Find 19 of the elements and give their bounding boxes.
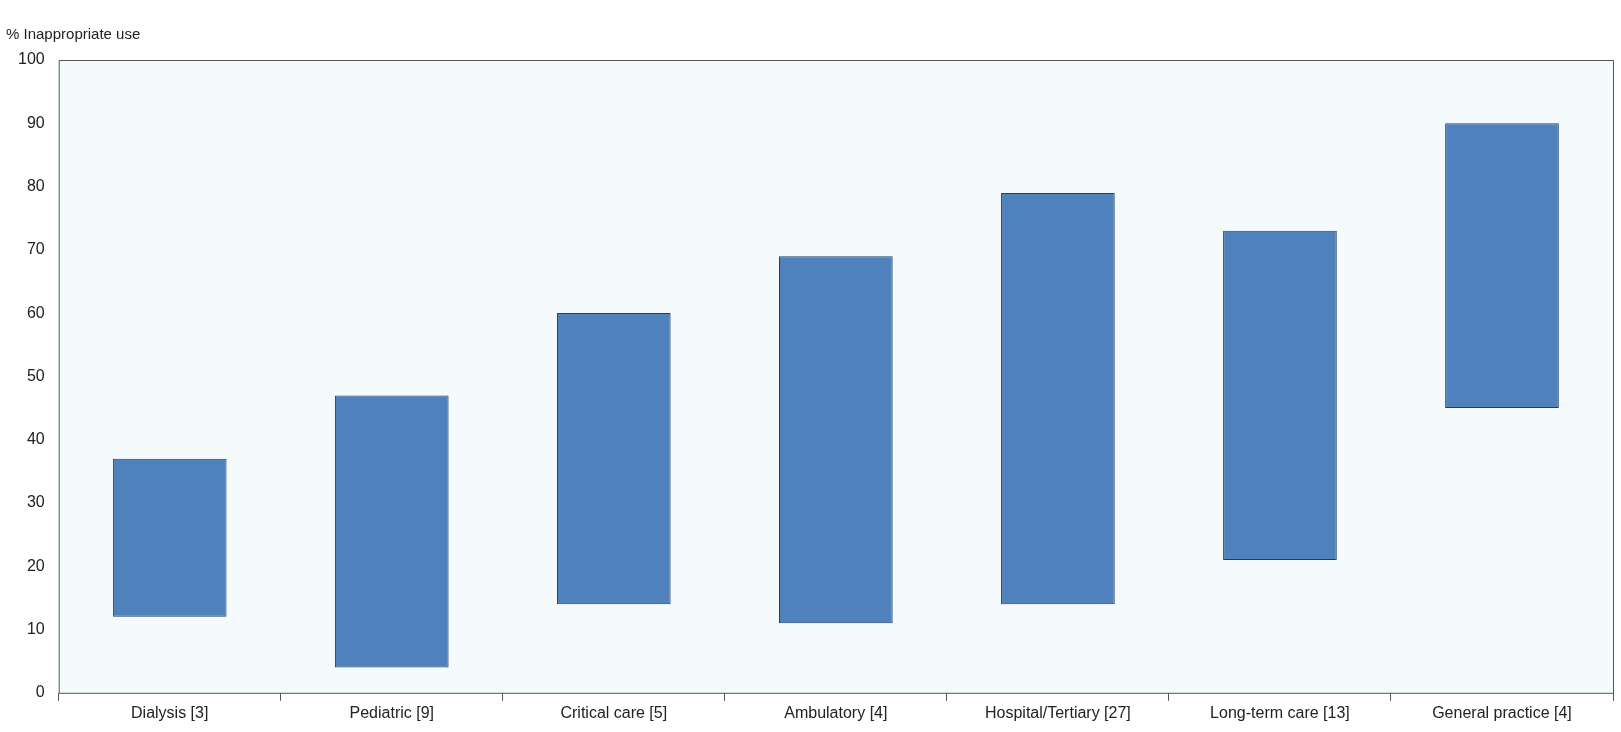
y-axis-title: % Inappropriate use	[6, 24, 141, 42]
x-tick-label: Critical care [5]	[560, 703, 668, 721]
y-tick-label: 60	[26, 303, 45, 321]
y-tick-label: 70	[26, 240, 45, 258]
y-tick-label: 20	[26, 556, 45, 574]
y-tick-label: 40	[26, 430, 45, 448]
y-tick-label: 10	[26, 619, 45, 637]
x-tick-label: Dialysis [3]	[131, 703, 209, 721]
x-tick-label: Long-term care [13]	[1210, 703, 1350, 721]
x-tick-label: Hospital/Tertiary [27]	[984, 703, 1131, 721]
y-tick-label: 0	[35, 683, 45, 701]
x-tick-label: Ambulatory [4]	[784, 703, 888, 721]
y-tick-label: 80	[26, 176, 45, 194]
y-tick-label: 50	[26, 366, 45, 384]
y-tick-label: 30	[26, 493, 45, 511]
y-tick-label: 100	[17, 50, 45, 68]
x-tick-label: General practice [4]	[1432, 703, 1572, 721]
y-tick-label: 90	[26, 113, 45, 131]
x-tick-label: Pediatric [9]	[349, 703, 434, 721]
